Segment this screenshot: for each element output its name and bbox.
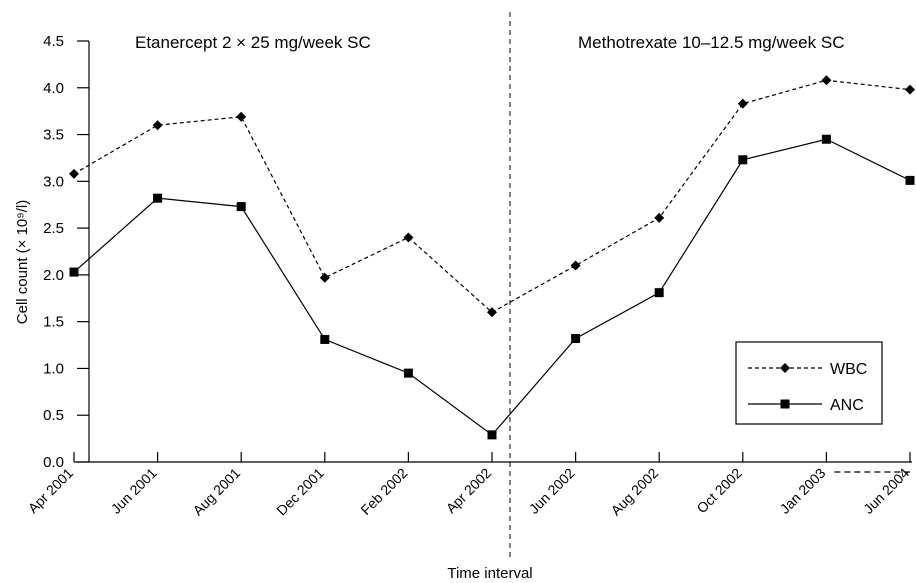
legend-anc-marker bbox=[780, 399, 790, 409]
y-tick-label: 3.5 bbox=[43, 127, 64, 144]
y-tick-label: 3.0 bbox=[43, 173, 64, 190]
data-point-anc bbox=[905, 175, 915, 185]
series-layer bbox=[69, 75, 915, 440]
y-tick-label: 2.0 bbox=[43, 267, 64, 284]
x-tick-label: Aug 2002 bbox=[608, 465, 662, 519]
x-tick-label: Jun 2001 bbox=[108, 465, 160, 517]
x-axis-title: Time interval bbox=[447, 565, 532, 582]
legend-box bbox=[735, 341, 883, 425]
y-tick-label: 2.5 bbox=[43, 220, 64, 237]
data-point-anc bbox=[153, 193, 163, 203]
data-point-wbc bbox=[69, 168, 79, 179]
series-line-wbc bbox=[73, 79, 911, 314]
data-point-wbc bbox=[152, 120, 163, 131]
x-tick-label: Apr 2001 bbox=[25, 465, 77, 517]
data-point-anc bbox=[654, 288, 664, 298]
x-tick-label: Aug 2001 bbox=[190, 465, 244, 519]
y-tick-label: 0.5 bbox=[43, 407, 64, 424]
legend-label-anc: ANC bbox=[830, 397, 864, 414]
data-point-wbc bbox=[319, 272, 330, 283]
x-tick-label: Jun 2002 bbox=[526, 465, 578, 517]
x-tick-label: Dec 2001 bbox=[273, 465, 327, 519]
data-point-wbc bbox=[570, 260, 581, 271]
y-tick-label: 4.0 bbox=[43, 80, 64, 97]
y-axis-title: Cell count (× 10⁹/l) bbox=[14, 200, 31, 324]
annotation-methotrexate: Methotrexate 10–12.5 mg/week SC bbox=[578, 33, 844, 52]
data-point-anc bbox=[320, 334, 330, 344]
y-tick-label: 0.0 bbox=[43, 454, 64, 471]
data-point-anc bbox=[487, 430, 497, 440]
data-point-anc bbox=[821, 134, 831, 144]
x-tick-label: Feb 2002 bbox=[357, 465, 410, 518]
legend: WBC ANC bbox=[735, 341, 883, 425]
data-point-anc bbox=[403, 368, 413, 378]
data-point-wbc bbox=[654, 212, 665, 223]
y-ticks: 0.0 0.5 1.0 1.5 2.0 2.5 3.0 3.5 4.0 4.5 bbox=[43, 33, 89, 471]
data-point-anc bbox=[236, 202, 246, 212]
data-point-anc bbox=[738, 155, 748, 165]
data-point-anc bbox=[69, 267, 79, 277]
data-point-wbc bbox=[403, 232, 414, 243]
data-point-wbc bbox=[737, 98, 748, 109]
data-point-wbc bbox=[487, 307, 497, 318]
x-tick-label: Oct 2002 bbox=[693, 465, 745, 517]
axes bbox=[74, 41, 912, 463]
data-point-wbc bbox=[821, 75, 832, 86]
x-tick-label: Apr 2002 bbox=[443, 465, 495, 517]
legend-label-wbc: WBC bbox=[830, 361, 867, 378]
data-point-wbc bbox=[905, 84, 915, 95]
y-tick-label: 1.5 bbox=[43, 314, 64, 331]
legend-wbc-marker bbox=[780, 363, 790, 373]
y-tick-label: 1.0 bbox=[43, 360, 64, 377]
data-point-wbc bbox=[236, 111, 247, 122]
y-tick-label: 4.5 bbox=[43, 33, 64, 50]
annotation-etanercept: Etanercept 2 × 25 mg/week SC bbox=[135, 33, 371, 52]
x-tick-label: Jan 2003 bbox=[776, 465, 828, 517]
data-point-anc bbox=[571, 334, 581, 344]
